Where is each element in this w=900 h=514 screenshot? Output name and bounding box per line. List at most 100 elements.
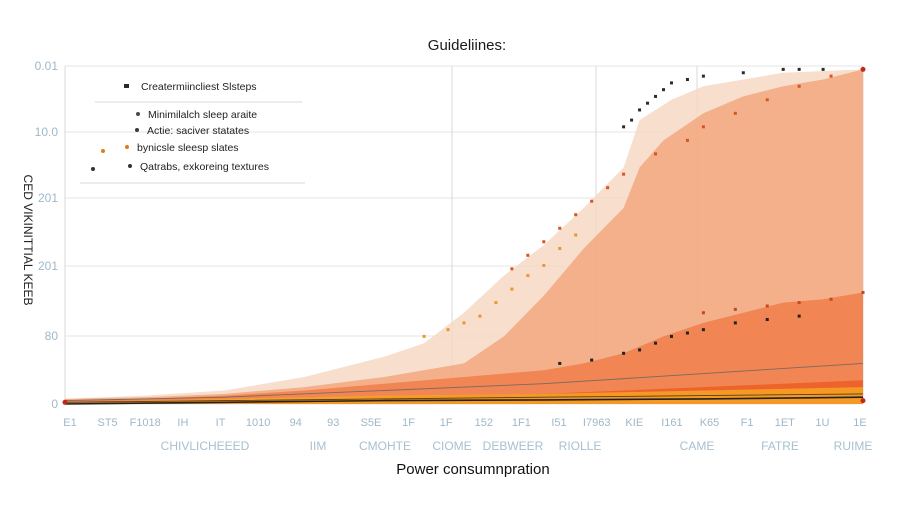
marker-point xyxy=(685,78,689,82)
marker-point xyxy=(701,74,705,78)
end-point-0 xyxy=(62,399,68,405)
x-tick-layer: E1 ST5 F1018 IH IT 1010 94 93 S5E 1F 1F 152 1F1 I51 I7… xyxy=(63,417,872,453)
marker-point xyxy=(765,98,769,102)
marker-point xyxy=(685,331,689,335)
marker-point xyxy=(797,301,801,305)
marker-point xyxy=(638,348,642,352)
x-tick-label: I51 xyxy=(551,417,566,429)
x-category-label: FATRE xyxy=(761,439,799,453)
y-tick-layer: 0.01 10.0 201 201 80 0 xyxy=(35,59,59,411)
x-tick-label: 1ET xyxy=(775,417,795,429)
y-tick-label: 10.0 xyxy=(35,125,59,139)
marker-point xyxy=(669,334,673,338)
marker-point xyxy=(701,125,705,129)
x-tick-label: I7963 xyxy=(583,417,611,429)
x-category-label: CAME xyxy=(680,439,715,453)
marker-point xyxy=(526,253,530,257)
y-tick-label: 80 xyxy=(45,329,59,343)
chart-title: Guideliines: xyxy=(428,37,506,54)
legend-label: Actie: saciver statates xyxy=(147,125,249,137)
marker-point xyxy=(622,172,626,176)
marker-point xyxy=(733,307,737,311)
x-category-label: CHIVLICHEEED xyxy=(161,439,250,453)
x-tick-label: 1U xyxy=(815,417,829,429)
x-category-label: RUIME xyxy=(834,439,873,453)
line-series-2 xyxy=(64,396,864,405)
marker-point xyxy=(478,314,482,318)
marker-point xyxy=(797,67,801,71)
x-category-label: DEBWEER xyxy=(483,439,544,453)
marker-point xyxy=(574,213,578,217)
x-tick-label: F1018 xyxy=(130,417,161,429)
marker-point xyxy=(590,199,594,203)
y-tick-label: 0 xyxy=(51,397,58,411)
line-layer xyxy=(64,362,864,405)
marker-point xyxy=(638,108,642,112)
y-tick-label: 201 xyxy=(38,259,58,273)
legend: Creatermiincliest Slsteps Minimilalch sle… xyxy=(80,81,305,184)
marker-point xyxy=(797,314,801,318)
x-axis-label: Power consumnpration xyxy=(396,461,549,478)
marker-point xyxy=(558,247,562,251)
marker-point xyxy=(733,111,737,115)
marker-point xyxy=(462,321,466,325)
marker-point xyxy=(542,240,546,244)
legend-label: Qatrabs, exkoreing textures xyxy=(140,161,269,173)
end-point-1 xyxy=(860,398,866,404)
x-tick-label: IT xyxy=(216,417,226,429)
marker-point xyxy=(558,361,562,365)
marker-point xyxy=(510,267,514,271)
marker-point xyxy=(701,328,705,332)
marker-point xyxy=(797,84,801,88)
legend-swatch xyxy=(128,164,132,168)
legend-swatch xyxy=(124,84,129,88)
legend-bullet xyxy=(91,167,95,171)
marker-point xyxy=(630,118,634,122)
x-tick-label: 94 xyxy=(290,417,302,429)
marker-point xyxy=(446,328,450,332)
marker-point xyxy=(574,233,578,237)
x-tick-label: 93 xyxy=(327,417,339,429)
x-category-label: CMOHTE xyxy=(359,439,411,453)
x-tick-label: KIE xyxy=(625,417,643,429)
marker-layer xyxy=(62,66,866,405)
marker-point xyxy=(829,297,833,301)
marker-point xyxy=(741,71,745,75)
legend-swatch xyxy=(125,145,129,149)
marker-point xyxy=(606,186,610,190)
marker-point xyxy=(590,358,594,362)
legend-label: bynicsle sleesp slates xyxy=(137,142,239,154)
marker-point xyxy=(542,263,546,267)
x-tick-label: 1010 xyxy=(246,417,270,429)
marker-point xyxy=(494,301,498,305)
marker-point xyxy=(654,94,658,98)
y-tick-label: 201 xyxy=(38,191,58,205)
x-tick-label: 1F1 xyxy=(512,417,531,429)
x-tick-label: S5E xyxy=(361,417,382,429)
legend-label: Minimilalch sleep araite xyxy=(148,109,257,121)
legend-swatch xyxy=(135,128,139,132)
line-series-1 xyxy=(64,393,864,403)
y-axis-label: CED VIKINITTIAL KEEB xyxy=(21,175,35,306)
x-tick-label: 1F xyxy=(402,417,415,429)
marker-point xyxy=(622,125,626,129)
marker-point xyxy=(861,290,865,294)
legend-label: Creatermiincliest Slsteps xyxy=(141,81,257,93)
x-tick-label: E1 xyxy=(63,417,76,429)
marker-point xyxy=(422,334,426,338)
x-tick-label: 1F xyxy=(440,417,453,429)
marker-point xyxy=(829,74,833,78)
x-category-label: IIM xyxy=(310,439,327,453)
x-tick-label: IH xyxy=(177,417,188,429)
marker-point xyxy=(765,318,769,321)
y-tick-label: 0.01 xyxy=(35,59,59,73)
x-category-label: RIOLLE xyxy=(559,439,602,453)
x-category-label: CIOME xyxy=(432,439,471,453)
marker-point xyxy=(622,351,626,355)
x-tick-label: K65 xyxy=(700,417,720,429)
marker-point xyxy=(510,287,514,291)
area-series-1 xyxy=(65,69,863,405)
x-tick-label: ST5 xyxy=(98,417,118,429)
